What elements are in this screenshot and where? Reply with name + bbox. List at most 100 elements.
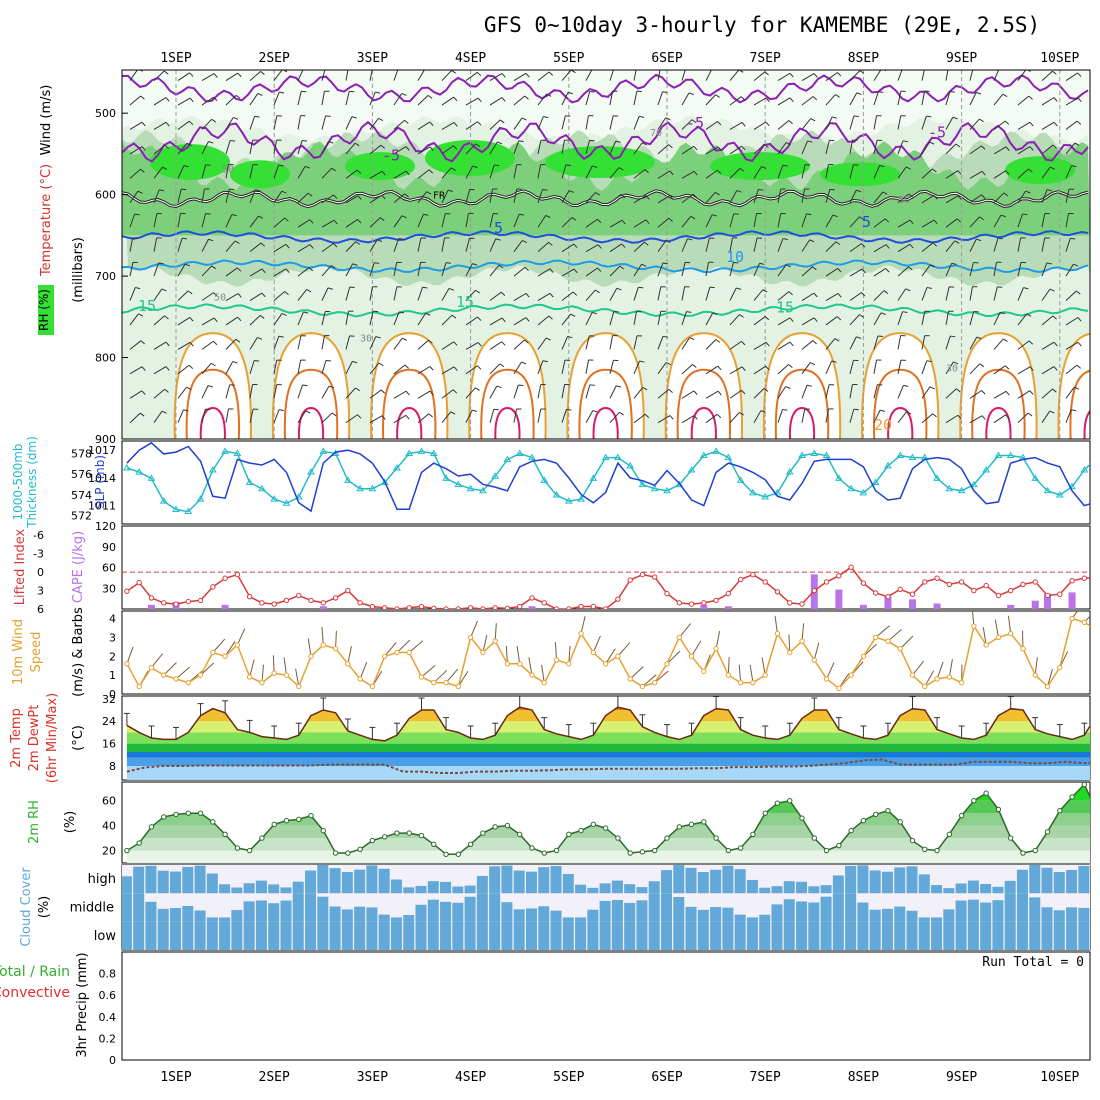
temp-contour-30 — [592, 407, 619, 439]
wind-barb-flag — [524, 95, 529, 100]
cloud-bar-high — [206, 873, 218, 894]
wind-barb — [1041, 237, 1046, 252]
lifted-index-line-point — [922, 579, 928, 585]
wind-barb-flag — [477, 365, 482, 370]
lifted-index-line-point — [308, 597, 314, 604]
wind-barb — [393, 70, 399, 81]
wind-barb-flag — [764, 71, 769, 76]
wind-barb — [585, 359, 589, 374]
wind-barb — [561, 190, 570, 204]
cloud-bar-low — [1053, 921, 1065, 950]
wind-barb-flag — [188, 364, 194, 369]
rh-line-point — [504, 822, 511, 829]
wind-barb-flag — [688, 92, 694, 96]
wind-barb — [465, 387, 476, 399]
cloud-bar-middle — [980, 902, 992, 922]
wind-barb-flag — [165, 97, 170, 102]
temp-band — [126, 757, 1090, 766]
rh-line-point — [246, 847, 253, 854]
wind-barb — [897, 311, 903, 326]
wind-barb — [633, 413, 646, 424]
wind-speed-line-point — [185, 679, 191, 686]
thickness-line-point — [1080, 466, 1089, 473]
wind-barb — [321, 91, 325, 106]
rh-line-point — [455, 851, 462, 857]
wind-barb — [441, 389, 454, 399]
thickness-line-point — [491, 472, 500, 479]
wind-barb-flag — [475, 289, 480, 294]
cloud-bar-low — [194, 921, 206, 950]
wind-barb-flag — [952, 116, 958, 120]
wind-barb-flag — [499, 363, 505, 368]
temp-line — [126, 706, 1090, 742]
wind-barb — [489, 73, 503, 82]
cloud-bar-low — [992, 921, 1004, 950]
temp-contour-30 — [396, 407, 423, 439]
wind-barb-flag — [357, 414, 362, 419]
wind-barb — [657, 415, 671, 424]
slp-series-group — [123, 441, 1090, 515]
wind-barb-flag — [284, 217, 289, 222]
lifted-index-line-point — [848, 564, 854, 570]
rh-line-point — [1069, 794, 1075, 800]
wind-barb — [969, 311, 975, 326]
wind-barb-flag — [567, 336, 573, 339]
thickness-line-point — [994, 451, 1003, 459]
wind-barb-flag — [788, 364, 793, 369]
wind-speed-line-point — [922, 683, 928, 690]
cloud-bar-high — [231, 887, 243, 894]
wind-barb — [993, 93, 1004, 106]
lifted-index-line-point — [1081, 575, 1088, 581]
wind-barb — [825, 293, 839, 301]
wind-barb-flag — [902, 311, 908, 313]
cloud-bar-middle — [832, 893, 844, 922]
wind-barb-flag — [621, 219, 626, 225]
wind-speed-line-point — [946, 674, 953, 680]
wind-barb — [633, 335, 638, 350]
rh-line-point — [222, 831, 228, 838]
wind-barb — [849, 140, 853, 154]
wind-barb — [465, 71, 478, 81]
thickness-line-point — [135, 468, 144, 475]
lifted-index-line-point — [210, 584, 216, 590]
surface-wind-barb — [715, 630, 721, 649]
wind-barb — [849, 70, 861, 81]
wind-barb — [465, 143, 477, 155]
rh-blob-bright — [230, 160, 290, 189]
wind-barb-flag — [788, 120, 793, 125]
wind-barb — [297, 410, 307, 423]
wind-barb-flag — [973, 310, 979, 313]
wind-barb-flag — [451, 314, 457, 319]
thickness-line-point — [945, 484, 954, 492]
wind-barb — [249, 164, 254, 179]
cloud-bar-low — [219, 921, 231, 950]
wind-barb-flag — [545, 337, 551, 341]
thickness-line-point — [1006, 451, 1015, 459]
wind-barb — [753, 263, 761, 277]
wind-barb — [801, 118, 812, 130]
wind-barb-flag — [134, 213, 140, 216]
cloud-bar-low — [710, 921, 722, 950]
wind-barb — [153, 288, 163, 301]
cloud-bar-high — [390, 879, 402, 894]
wind-barb — [969, 92, 977, 106]
wind-barb-flag — [259, 315, 265, 319]
lifted-index-line-point — [271, 601, 277, 607]
wind-barb — [1041, 341, 1055, 350]
wind-barb — [753, 410, 762, 423]
cloud-bar-high — [820, 885, 832, 894]
lifted-index-line-point — [652, 574, 658, 580]
cloud-bar-low — [145, 921, 157, 950]
wind-barb — [417, 94, 429, 106]
surface-wind-barb — [396, 639, 411, 653]
temp-contour-25 — [774, 368, 830, 439]
cloud-bar-high — [611, 880, 623, 894]
wind-barb — [393, 193, 406, 204]
wind-barb — [201, 188, 205, 203]
wind-barb-flag — [325, 359, 331, 362]
wind-barb-flag — [304, 68, 309, 69]
surface-wind-barb — [283, 657, 287, 676]
wind-speed-line-point — [259, 679, 265, 686]
cape-bar — [933, 603, 941, 609]
wind-speed-line-point — [283, 672, 290, 678]
